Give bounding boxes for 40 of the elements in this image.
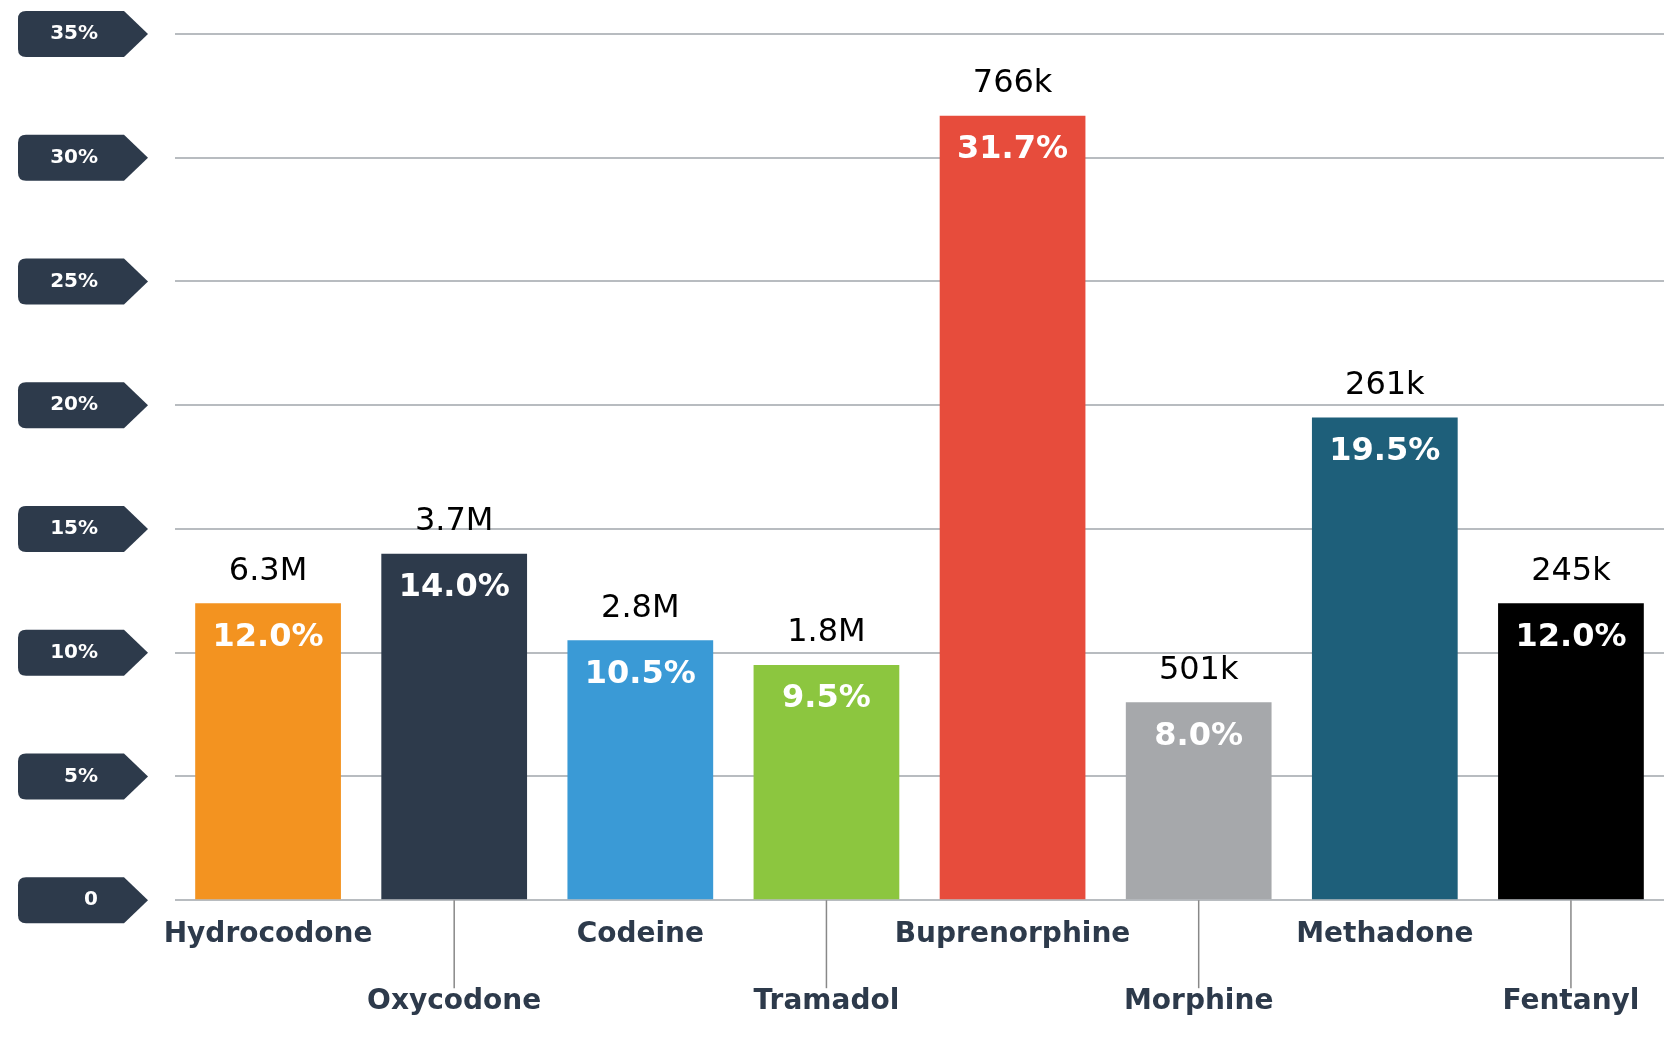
y-tick-label: 25% xyxy=(50,267,98,292)
bar xyxy=(939,115,1086,900)
bar xyxy=(1311,417,1458,900)
y-tick-label: 15% xyxy=(50,515,98,540)
annotation: 1.8M xyxy=(787,611,866,650)
data-label: 9.5% xyxy=(782,677,871,716)
x-tick-label: Fentanyl xyxy=(1502,983,1640,1017)
y-tick-label: 20% xyxy=(50,391,98,416)
y-tick-label: 35% xyxy=(50,20,98,45)
x-tick-label: Methadone xyxy=(1296,916,1474,950)
data-label: 10.5% xyxy=(584,652,696,691)
annotation: 501k xyxy=(1158,648,1239,687)
annotation: 766k xyxy=(972,61,1053,100)
x-tick-label: Hydrocodone xyxy=(163,916,373,950)
x-tick-label: Tramadol xyxy=(753,983,900,1017)
annotation: 261k xyxy=(1345,363,1426,402)
bar xyxy=(1498,603,1644,900)
annotation: 2.8M xyxy=(601,586,680,625)
bar xyxy=(1125,702,1272,900)
y-tick-label: 0 xyxy=(84,886,98,911)
data-label: 31.7% xyxy=(957,127,1069,166)
data-label: 12.0% xyxy=(1515,615,1627,654)
x-tick-label: Morphine xyxy=(1123,983,1274,1017)
annotation: 6.3M xyxy=(228,549,308,588)
x-tick-label: Oxycodone xyxy=(367,983,542,1017)
annotation: 245k xyxy=(1531,549,1612,588)
data-label: 19.5% xyxy=(1329,429,1441,468)
y-tick-label: 10% xyxy=(50,638,98,663)
bar xyxy=(195,603,341,900)
data-label: 14.0% xyxy=(398,566,510,605)
x-tick-label: Codeine xyxy=(576,916,704,950)
annotation: 3.7M xyxy=(414,500,494,539)
bar xyxy=(753,665,900,900)
y-tick-label: 30% xyxy=(50,143,98,168)
bar xyxy=(381,553,528,900)
x-tick-label: Buprenorphine xyxy=(894,916,1131,950)
y-tick-label: 5% xyxy=(64,762,98,787)
data-label: 12.0% xyxy=(212,615,324,654)
data-label: 8.0% xyxy=(1154,714,1244,753)
bar xyxy=(567,640,714,900)
